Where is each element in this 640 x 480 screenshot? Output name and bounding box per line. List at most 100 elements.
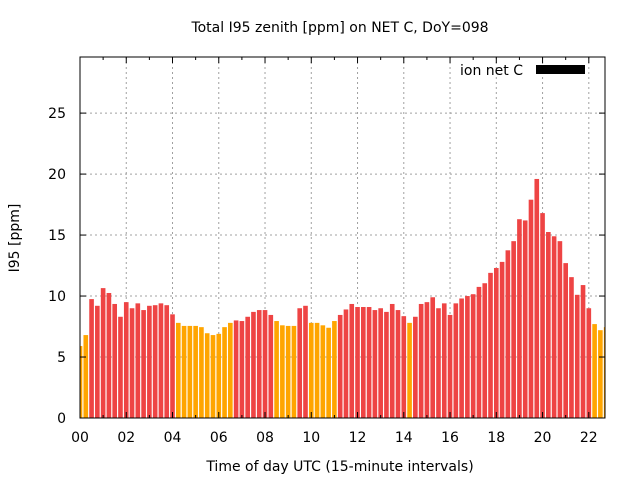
x-tick-label: 10 (302, 430, 320, 446)
bar (453, 303, 459, 418)
bar (563, 263, 568, 418)
bar (378, 308, 383, 418)
bar (262, 310, 268, 418)
bar (343, 309, 349, 418)
axes (79, 56, 606, 419)
bar (285, 325, 291, 418)
x-tick-label: 12 (349, 430, 367, 446)
bar (123, 302, 129, 418)
x-tick-label: 22 (580, 430, 598, 446)
bar (210, 335, 216, 418)
bar (332, 321, 337, 418)
bar (83, 335, 89, 418)
bar (447, 314, 453, 418)
bar (528, 199, 534, 418)
plot-frame (79, 56, 606, 419)
y-tick-label: 10 (48, 289, 66, 305)
bar (135, 303, 141, 418)
bar (551, 236, 557, 418)
x-axis-label: Time of day UTC (15-minute intervals) (205, 459, 473, 475)
bar (245, 316, 250, 418)
legend: ion net C (460, 63, 585, 79)
bar (384, 311, 389, 418)
bar (459, 298, 464, 418)
bar (592, 324, 597, 418)
bar (574, 294, 580, 418)
bar (470, 294, 476, 418)
bar (534, 178, 540, 418)
bar (80, 346, 83, 418)
bar (158, 303, 164, 418)
bar (175, 322, 181, 418)
bar (228, 322, 233, 418)
bar (297, 308, 303, 418)
y-ticks: 0 5 10 15 20 25 (48, 106, 605, 427)
bar (517, 219, 522, 418)
bar (326, 327, 331, 418)
bar (147, 305, 152, 418)
bar (129, 308, 135, 418)
bar (557, 241, 563, 418)
bar (580, 285, 586, 418)
bar (89, 299, 94, 418)
bar (280, 325, 285, 418)
bar (493, 267, 499, 418)
bar (100, 288, 106, 418)
bar (418, 303, 424, 418)
bar (361, 307, 366, 418)
bar (488, 272, 493, 418)
bar (256, 310, 262, 418)
bar (522, 220, 528, 418)
bar (193, 325, 198, 418)
bar (233, 320, 239, 418)
bar (268, 314, 274, 418)
bar (152, 305, 158, 418)
bar (482, 283, 488, 418)
x-tick-label: 04 (164, 430, 182, 446)
bar (291, 325, 297, 418)
bar (349, 303, 355, 418)
y-tick-label: 5 (57, 350, 66, 366)
x-tick-label: 08 (256, 430, 274, 446)
bar (424, 302, 430, 418)
x-tick-label: 20 (534, 430, 552, 446)
bar (401, 316, 407, 418)
legend-swatch (536, 65, 585, 74)
x-ticks: 00 02 04 06 08 10 12 14 16 18 20 22 (71, 57, 598, 446)
bar (598, 330, 603, 418)
bar (222, 327, 227, 418)
bar (366, 307, 372, 418)
bar (216, 333, 222, 418)
bar (441, 303, 447, 418)
bar (465, 296, 470, 418)
bar (308, 322, 314, 418)
bar (314, 322, 320, 418)
bar (476, 286, 482, 418)
bar (199, 327, 204, 418)
bar (106, 292, 112, 418)
y-tick-label: 20 (48, 167, 66, 183)
bar (505, 250, 511, 418)
bar (407, 322, 412, 418)
x-tick-label: 18 (487, 430, 505, 446)
bar (303, 305, 308, 418)
bar (540, 213, 545, 418)
bar (251, 311, 256, 418)
bar (603, 327, 605, 418)
bar (320, 325, 326, 418)
x-tick-label: 02 (117, 430, 135, 446)
bar (337, 314, 343, 418)
bar (274, 321, 279, 418)
y-tick-label: 0 (57, 411, 66, 427)
bar (413, 316, 418, 418)
bar (170, 314, 175, 418)
bar (187, 325, 193, 418)
bar (430, 297, 436, 418)
bars (80, 178, 605, 418)
bar (141, 310, 146, 418)
bar (389, 303, 395, 418)
bar (204, 333, 210, 418)
x-tick-label: 14 (395, 430, 413, 446)
y-tick-label: 25 (48, 106, 66, 122)
